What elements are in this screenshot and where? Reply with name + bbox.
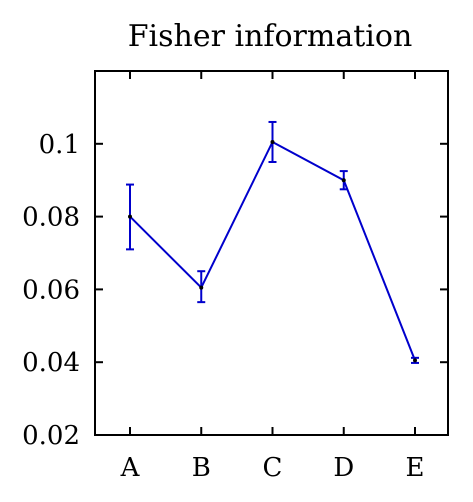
data-point bbox=[413, 358, 417, 363]
data-point bbox=[199, 285, 204, 290]
x-tick-label: C bbox=[263, 453, 283, 483]
x-tick-label: E bbox=[406, 453, 425, 483]
x-tick-label: B bbox=[192, 453, 211, 483]
series-line bbox=[129, 140, 416, 361]
x-tick-label: D bbox=[333, 453, 354, 483]
data-point bbox=[128, 214, 132, 219]
y-tick-label: 0.06 bbox=[22, 275, 80, 305]
chart-title: Fisher information bbox=[128, 19, 413, 54]
data-point bbox=[341, 178, 346, 183]
y-tick-label: 0.02 bbox=[22, 421, 80, 451]
y-tick-label: 0.1 bbox=[39, 130, 80, 160]
data-point bbox=[270, 139, 275, 144]
y-tick-label: 0.04 bbox=[22, 348, 80, 378]
y-axis: 0.02 0.04 0.06 0.08 0.1 bbox=[22, 130, 448, 451]
data-points bbox=[128, 139, 417, 363]
x-axis: A B C D E bbox=[120, 71, 425, 483]
x-tick-label: A bbox=[120, 453, 141, 483]
error-bars bbox=[126, 120, 419, 364]
y-tick-label: 0.08 bbox=[22, 203, 80, 233]
